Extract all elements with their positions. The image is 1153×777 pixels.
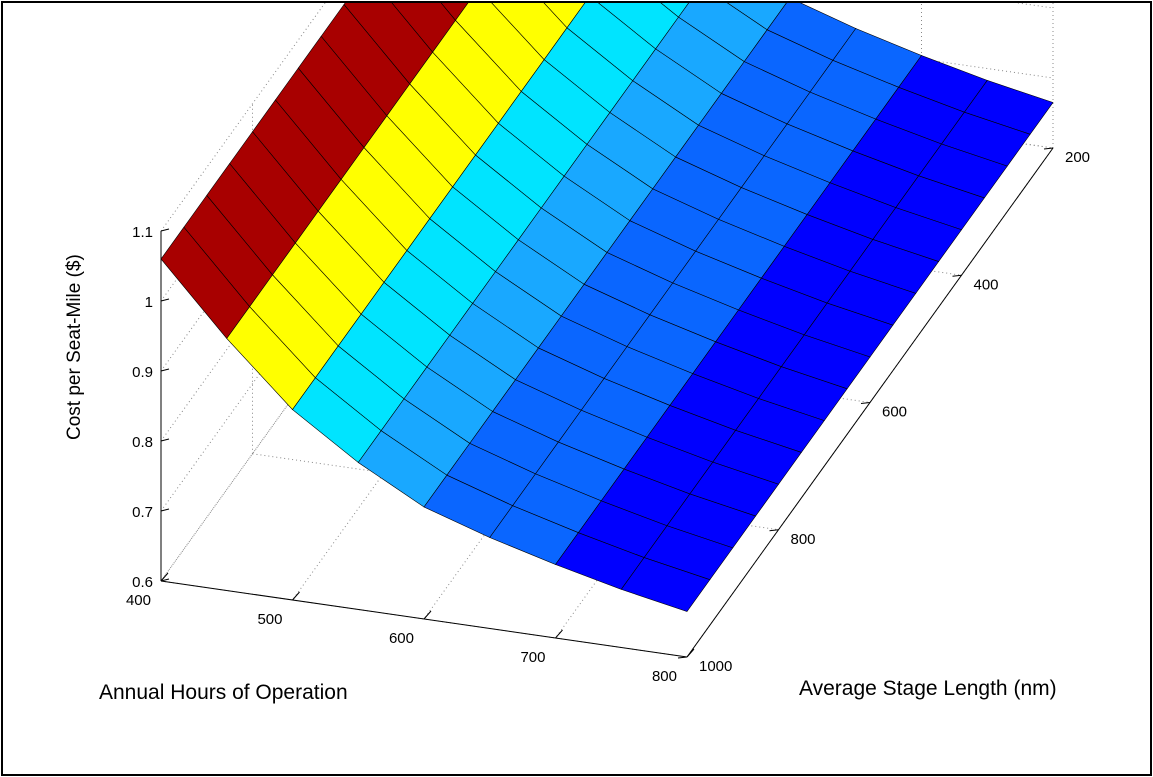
z-tick-label: 0.6 — [132, 574, 153, 591]
x-tick-mark — [555, 629, 563, 639]
y-tick-mark — [952, 274, 962, 277]
y-tick-mark — [1043, 147, 1054, 150]
z-tick-mark — [160, 578, 170, 582]
y-tick-label: 800 — [791, 531, 816, 548]
z-tick-mark — [160, 508, 170, 512]
z-tick-label: 0.8 — [132, 434, 153, 451]
x-tick-label: 400 — [126, 592, 151, 609]
y-tick-label: 400 — [974, 276, 999, 293]
y-axis-label: Average Stage Length (nm) — [799, 677, 1057, 700]
y-tick-label: 600 — [882, 404, 907, 421]
surface-layer — [160, 3, 1054, 612]
x-tick-mark — [292, 591, 300, 601]
z-tick-mark — [160, 228, 170, 232]
surface-plot: 0.6 0.7 0.8 0.9 1 1.1 400 500 600 700 800 200 400 600… — [64, 3, 1090, 704]
x-tick-mark — [160, 572, 169, 582]
y-tick-mark — [860, 402, 871, 404]
ticks-layer: 0.6 0.7 0.8 0.9 1 1.1 400 500 600 700 800 200 400 600… — [126, 147, 1090, 685]
z-tick-label: 1 — [145, 294, 153, 311]
z-axis-label: Cost per Seat-Mile ($) — [64, 254, 85, 440]
gridline-y-floor — [252, 453, 779, 531]
y-tick-label: 1000 — [699, 658, 732, 675]
z-tick-mark — [160, 298, 170, 302]
x-tick-label: 700 — [520, 649, 545, 666]
x-tick-mark — [423, 610, 432, 620]
z-tick-label: 0.7 — [132, 504, 153, 521]
x-tick-mark — [686, 648, 695, 658]
z-tick-mark — [160, 368, 170, 372]
y-tick-label: 200 — [1065, 149, 1090, 166]
z-tick-mark — [160, 438, 170, 442]
gridline-z-left — [160, 3, 326, 232]
x-axis-label: Annual Hours of Operation — [99, 681, 348, 704]
gridline-z-left — [160, 3, 477, 442]
y-tick-mark — [677, 656, 688, 659]
z-tick-label: 1.1 — [132, 224, 153, 241]
x-tick-label: 800 — [652, 668, 677, 685]
gridline-z-left — [160, 3, 527, 512]
x-tick-label: 500 — [257, 611, 282, 628]
x-tick-label: 600 — [389, 630, 414, 647]
surface-cell — [620, 557, 711, 612]
y-tick-mark — [769, 529, 779, 532]
z-tick-label: 0.9 — [132, 364, 153, 381]
gridline-z-left — [160, 71, 528, 582]
